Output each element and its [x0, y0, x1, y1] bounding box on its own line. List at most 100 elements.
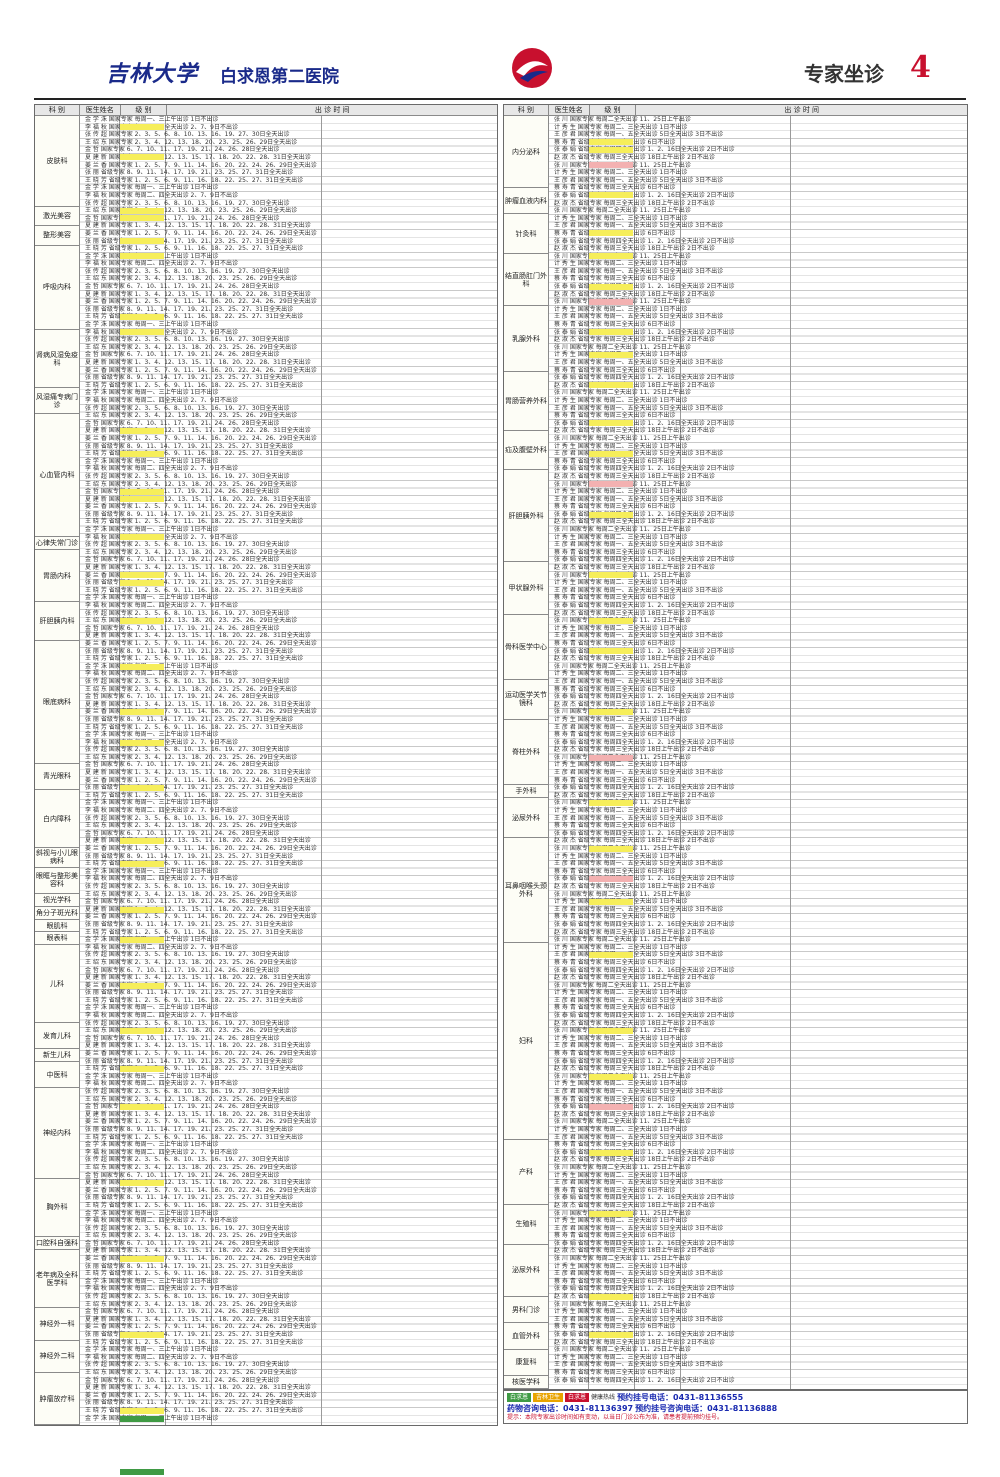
badge-2: 吉林卫生 — [533, 1393, 564, 1402]
table-row: 张 丽 省级专家 8、9、11、14、17、19、21、23、25、27、31日… — [85, 715, 294, 723]
table-row: 张 川 国家专家 每周二全天出诊 11、25日上午出诊 — [554, 298, 691, 306]
dept-cell: 结直肠肛门外科 — [504, 253, 548, 307]
table-row: 王 绍 东 国家专家 2、3、4、12、13、18、20、23、25、26、29… — [85, 1300, 298, 1308]
table-row: 王 绍 东 国家专家 2、3、4、12、13、18、20、23、25、26、29… — [85, 207, 298, 215]
highlight-cell — [589, 1028, 633, 1035]
header-doctor: 医生姓名 — [80, 105, 121, 115]
highlight-cell — [589, 952, 633, 959]
table-row: 蔡 寿 青 省级专家 每周三全天出诊 6日不出诊 — [554, 503, 676, 511]
highlight-cell — [120, 838, 164, 845]
table-row: 张 川 国家专家 每周二全天出诊 11、25日上午出诊 — [554, 389, 691, 397]
dept-cell: 甲状腺外科 — [504, 562, 548, 615]
dept-cell: 眼表科 — [35, 932, 79, 946]
table-row: 张 川 国家专家 每周二全天出诊 11、25日上午出诊 — [554, 708, 691, 716]
table-row: 李 福 秋 国家专家 每周二、四全天出诊 2、7、9日不出诊 — [85, 465, 238, 473]
table-row: 姜 兰 香 国家专家 1、2、5、7、9、11、14、16、20、22、24、2… — [85, 366, 317, 374]
table-row: 张 川 国家专家 每周二全天出诊 11、25日上午出诊 — [554, 1163, 691, 1171]
table-row: 王 彦 君 国家专家 每周一、五全天出诊 5日全天出诊 3日不出诊 — [554, 677, 724, 685]
left-dept-column: 皮肤科 激光美容 整形美容 呼吸内科 肾病风湿免疫科 风湿痛专病门诊 心血管内科 心律失常门诊… — [35, 116, 80, 1425]
dept-cell: 肿瘤放疗科 — [35, 1373, 79, 1425]
highlight-cell — [120, 861, 164, 868]
table-row: 张 川 国家专家 每周二全天出诊 11、25日上午出诊 — [554, 343, 691, 351]
table-row: 赵 淑 杰 省级专家 每周三全天出诊 18日上午出诊 2日不出诊 — [554, 837, 715, 845]
table-row: 蔡 寿 青 省级专家 每周三全天出诊 6日不出诊 — [554, 229, 676, 237]
dept-cell: 胃肠营养外科 — [504, 371, 548, 431]
dept-cell: 眼肌科 — [35, 919, 79, 933]
table-row: 赵 淑 杰 省级专家 每周三全天出诊 18日上午出诊 2日不出诊 — [554, 1065, 715, 1073]
dept-cell: 运动医学关节镜科 — [504, 680, 548, 720]
hospital-logo-icon — [512, 48, 552, 88]
table-row: 金 哲 国家专家 6、7、10、11、17、19、21、24、26、28日全天出… — [85, 693, 280, 701]
highlight-cell — [589, 192, 633, 199]
table-row: 张 传 超 国家专家 2、3、5、6、8、10、13、16、19、27、30日全… — [85, 336, 290, 344]
table-row: 张 泰 娟 省级专家 每周四全天出诊 1、2、16日全天出诊 2日不出诊 — [554, 1285, 735, 1293]
table-row: 王 绍 东 国家专家 2、3、4、12、13、18、20、23、25、26、29… — [85, 753, 298, 761]
column-divider — [165, 116, 166, 1425]
table-row: 张 传 超 国家专家 2、3、5、6、8、10、13、16、19、27、30日全… — [85, 882, 290, 890]
table-row: 张 传 超 国家专家 2、3、5、6、8、10、13、16、19、27、30日全… — [85, 199, 290, 207]
table-row: 计 秀 生 国家专家 每周二、三全天出诊 1日不出诊 — [554, 169, 688, 177]
table-row: 姜 兰 香 国家专家 1、2、5、7、9、11、14、16、20、22、24、2… — [85, 776, 317, 784]
table-row: 王 绍 东 国家专家 2、3、4、12、13、18、20、23、25、26、29… — [85, 617, 298, 625]
table-row: 金 学 洙 国家专家 每周一、三上午出诊 1日不出诊 — [85, 389, 219, 397]
dept-cell: 眼底病科 — [35, 640, 79, 764]
table-row: 金 哲 国家专家 6、7、10、11、17、19、21、24、26、28日全天出… — [85, 556, 280, 564]
table-row: 王 彦 君 国家专家 每周一、五全天出诊 5日全天出诊 3日不出诊 — [554, 860, 724, 868]
table-row: 姜 兰 香 国家专家 1、2、5、7、9、11、14、16、20、22、24、2… — [85, 1255, 317, 1263]
table-row: 李 福 秋 国家专家 每周二、四全天出诊 2、7、9日不出诊 — [85, 1080, 238, 1088]
highlight-cell — [589, 352, 633, 358]
table-row: 王 彦 君 国家专家 每周一、五全天出诊 5日全天出诊 3日不出诊 — [554, 267, 724, 275]
table-row: 计 秀 生 国家专家 每周二、三全天出诊 1日不出诊 — [554, 1080, 688, 1088]
table-row: 王 晓 芳 省级专家 1、2、5、6、9、11、16、18、22、25、27、3… — [85, 313, 304, 321]
table-row: 赵 淑 杰 省级专家 每周三全天出诊 18日上午出诊 2日不出诊 — [554, 1293, 715, 1301]
dept-cell: 乳腺外科 — [504, 306, 548, 372]
table-row: 金 哲 国家专家 6、7、10、11、17、19、21、24、26、28日全天出… — [85, 1034, 280, 1042]
table-row: 计 秀 生 国家专家 每周二、三全天出诊 1日不出诊 — [554, 624, 688, 632]
highlight-cell — [589, 481, 633, 488]
table-row: 王 彦 君 国家专家 每周一、五全天出诊 5日全天出诊 3日不出诊 — [554, 1179, 724, 1187]
table-row: 蔡 寿 青 省级专家 每周三全天出诊 6日不出诊 — [554, 822, 676, 830]
table-row: 王 彦 君 国家专家 每周一、五全天出诊 5日全天出诊 3日不出诊 — [554, 495, 724, 503]
table-row: 王 彦 君 国家专家 每周一、五全天出诊 5日全天出诊 3日不出诊 — [554, 404, 724, 412]
highlight-cell — [120, 314, 164, 320]
header-dept: 科 别 — [35, 105, 80, 115]
right-schedule-table: 科 别 医生姓名 级 别 出 诊 时 间 张 川 国家专家 每周二全天出诊 11… — [503, 104, 968, 1390]
table-row: 张 川 国家专家 每周二全天出诊 11、25日上午出诊 — [554, 890, 691, 898]
table-row: 计 秀 生 国家专家 每周二、三全天出诊 1日不出诊 — [554, 351, 688, 359]
table-row: 王 彦 君 国家专家 每周一、五全天出诊 5日全天出诊 3日不出诊 — [554, 769, 724, 777]
page-number: 4 — [910, 50, 931, 85]
table-row: 夏 建 新 国家专家 1、3、4、12、13、15、17、18、20、22、28… — [85, 153, 311, 161]
table-row: 李 福 秋 国家专家 每周二、四全天出诊 2、7、9日不出诊 — [85, 1285, 238, 1293]
dept-cell: 手外科 — [504, 785, 548, 799]
table-row: 蔡 寿 青 省级专家 每周三全天出诊 6日不出诊 — [554, 1232, 676, 1240]
table-row: 王 绍 东 国家专家 2、3、4、12、13、18、20、23、25、26、29… — [85, 822, 298, 830]
highlight-cell — [120, 488, 164, 495]
table-row: 金 哲 国家专家 6、7、10、11、17、19、21、24、26、28日全天出… — [85, 898, 280, 906]
table-row: 张 泰 娟 省级专家 每周四全天出诊 1、2、16日全天出诊 2日不出诊 — [554, 647, 735, 655]
table-row: 张 泰 娟 省级专家 每周四全天出诊 1、2、16日全天出诊 2日不出诊 — [554, 556, 735, 564]
table-row: 金 学 洙 国家专家 每周一、三上午出诊 1日不出诊 — [85, 936, 219, 944]
table-row: 王 绍 东 国家专家 2、3、4、12、13、18、20、23、25、26、29… — [85, 1232, 298, 1240]
phone-drug-info: 药物咨询电话：0431-81136397 — [507, 1404, 634, 1413]
table-row: 赵 淑 杰 省级专家 每周三全天出诊 18日上午出诊 2日不出诊 — [554, 153, 715, 161]
page-header: 吉林大学 白求恩第二医院 专家坐诊 4 — [34, 42, 966, 104]
highlight-cell — [589, 1104, 633, 1111]
dept-cell: 眼眶与整形美容科 — [35, 867, 79, 894]
header-doctor: 医生姓名 — [549, 105, 590, 115]
highlight-cell — [589, 450, 633, 457]
table-row: 王 彦 君 国家专家 每周一、五全天出诊 5日全天出诊 3日不出诊 — [554, 1088, 724, 1095]
table-row: 计 秀 生 国家专家 每周二、三全天出诊 1日不出诊 — [554, 715, 688, 723]
table-row: 赵 淑 杰 省级专家 每周三全天出诊 18日上午出诊 2日不出诊 — [554, 928, 715, 936]
highlight-cell — [589, 162, 633, 168]
highlight-cell — [120, 739, 164, 746]
dept-cell: 生殖科 — [504, 1205, 548, 1245]
dept-cell: 妇科 — [504, 942, 548, 1140]
table-row: 张 丽 省级专家 8、9、11、14、17、19、21、23、25、27、31日… — [85, 169, 294, 177]
table-row: 王 彦 君 国家专家 每周一、五全天出诊 5日全天出诊 3日不出诊 — [554, 1315, 724, 1323]
dept-cell: 康复科 — [504, 1349, 548, 1376]
table-row: 张 传 超 国家专家 2、3、5、6、8、10、13、16、19、27、30日全… — [85, 951, 290, 959]
table-row: 姜 兰 香 国家专家 1、2、5、7、9、11、14、16、20、22、24、2… — [85, 571, 317, 579]
highlight-cell — [120, 618, 164, 624]
table-row: 计 秀 生 国家专家 每周二、三全天出诊 1日不出诊 — [554, 1308, 688, 1316]
table-row: 夏 建 新 国家专家 1、3、4、12、13、15、17、18、20、22、28… — [85, 222, 311, 230]
